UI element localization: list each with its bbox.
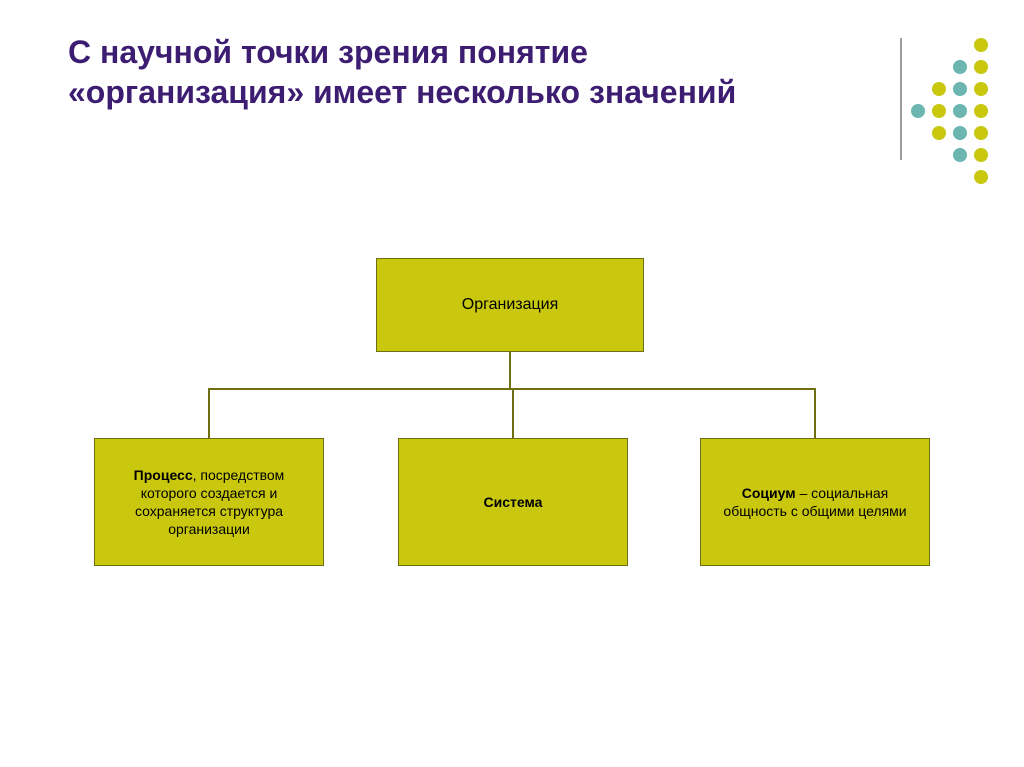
root-node: Организация xyxy=(376,258,644,352)
deco-dot xyxy=(974,38,988,52)
connector xyxy=(509,352,511,388)
connector xyxy=(814,388,816,438)
decoration-dots xyxy=(911,38,988,192)
deco-dot xyxy=(974,60,988,74)
deco-dot xyxy=(932,104,946,118)
deco-dot xyxy=(974,170,988,184)
child-node-system: Система xyxy=(398,438,628,566)
child-label: Система xyxy=(484,493,543,511)
slide-title: С научной точки зрения понятие «организа… xyxy=(68,32,768,112)
deco-row xyxy=(911,104,988,118)
connector xyxy=(512,388,514,438)
deco-row xyxy=(932,82,988,96)
deco-dot xyxy=(974,148,988,162)
child-node-society: Социум – социальная общность с общими це… xyxy=(700,438,930,566)
child-label: Процесс, посредством которого создается … xyxy=(105,466,313,539)
deco-dot xyxy=(974,126,988,140)
deco-dot xyxy=(932,126,946,140)
deco-dot xyxy=(932,82,946,96)
deco-dot xyxy=(953,148,967,162)
deco-dot xyxy=(953,60,967,74)
child-label: Социум – социальная общность с общими це… xyxy=(711,484,919,520)
child-node-process: Процесс, посредством которого создается … xyxy=(94,438,324,566)
deco-dot xyxy=(953,82,967,96)
deco-row xyxy=(932,126,988,140)
deco-dot xyxy=(911,104,925,118)
deco-dot xyxy=(974,104,988,118)
deco-row xyxy=(974,170,988,184)
deco-dot xyxy=(974,82,988,96)
deco-row xyxy=(974,38,988,52)
deco-row xyxy=(953,148,988,162)
root-label: Организация xyxy=(462,296,559,314)
decoration-vline xyxy=(900,38,902,160)
deco-row xyxy=(953,60,988,74)
connector xyxy=(208,388,210,438)
deco-dot xyxy=(953,126,967,140)
deco-dot xyxy=(953,104,967,118)
